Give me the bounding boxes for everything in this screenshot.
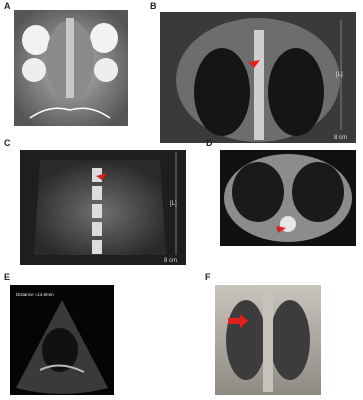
panel-label: C: [4, 138, 11, 148]
orientation: [L]: [336, 72, 343, 78]
panel-label: A: [4, 1, 11, 11]
echocardiogram: Distance =14.6mm: [10, 285, 114, 395]
measurement: Distance =14.6mm: [16, 292, 54, 297]
scale-label: 8 cm: [334, 135, 347, 141]
scale-label: 8 cm: [164, 258, 177, 264]
xray-infant: [14, 10, 128, 126]
ct-axial: [220, 150, 356, 246]
panel-label: F: [205, 272, 211, 282]
panel-label: E: [4, 272, 10, 282]
ct-3d: [L] 8 cm: [20, 150, 186, 265]
ct-coronal: [L] 8 cm: [160, 12, 356, 143]
orientation: [L]: [170, 201, 177, 207]
chest-xray: [215, 285, 321, 395]
panel-label: D: [206, 138, 213, 148]
panel-label: B: [150, 1, 157, 11]
